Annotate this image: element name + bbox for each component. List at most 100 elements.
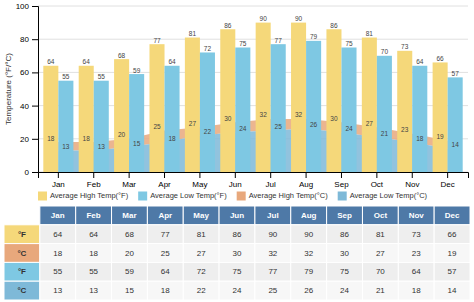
y-tick-mark <box>32 172 38 173</box>
bar <box>94 81 109 172</box>
data-label: 77 <box>275 37 283 44</box>
table-cell <box>76 262 112 281</box>
x-tick-mark <box>58 172 59 178</box>
data-label: 57 <box>452 70 460 77</box>
bar <box>362 38 377 172</box>
data-label: 24 <box>239 125 247 132</box>
data-label: 27 <box>366 120 374 127</box>
x-axis-line <box>39 173 469 179</box>
legend-label: Average High Temp(°F) <box>50 191 129 200</box>
table-row-label-cell <box>4 225 40 244</box>
legend-label: Average Low Temp(°C) <box>350 191 428 200</box>
table-row-label: °C <box>17 249 26 258</box>
table-value: 27 <box>376 249 385 258</box>
data-label: 30 <box>330 115 338 122</box>
table-header-label: Dec <box>445 211 460 220</box>
legend-swatch <box>138 192 147 201</box>
table-header-cell <box>40 206 76 225</box>
table-value: 68 <box>125 230 134 239</box>
table-cell <box>183 244 219 263</box>
x-tick: Jan <box>52 172 65 189</box>
data-label: 72 <box>204 45 212 52</box>
x-tick-label: Jul <box>266 180 276 189</box>
table-header-label: Jan <box>51 211 65 220</box>
x-tick-label: May <box>192 180 207 189</box>
x-tick-mark <box>93 172 94 178</box>
table-cell <box>40 225 76 244</box>
table-value: 32 <box>304 249 313 258</box>
bar <box>114 59 129 172</box>
bar <box>448 77 463 172</box>
y-axis: 020406080100 <box>16 2 39 177</box>
y-tick-label: 20 <box>20 135 29 144</box>
table-value: 18 <box>161 286 170 295</box>
table-cell <box>398 225 434 244</box>
table-value: 64 <box>412 267 421 276</box>
table-cell <box>255 244 291 263</box>
x-tick-mark <box>129 172 130 178</box>
table-cell <box>327 225 363 244</box>
bar <box>306 41 321 172</box>
table-cell <box>183 262 219 281</box>
data-label: 90 <box>260 15 268 22</box>
y-tick: 20 <box>20 135 38 144</box>
data-label: 79 <box>310 33 318 40</box>
data-label: 73 <box>401 43 409 50</box>
table-value: 86 <box>233 230 242 239</box>
data-label: 64 <box>47 58 55 65</box>
table-value: 20 <box>125 249 134 258</box>
table-value: 90 <box>268 230 277 239</box>
table-cell <box>40 244 76 263</box>
table-cell <box>147 225 183 244</box>
x-tick: Aug <box>299 172 313 189</box>
x-tick-mark <box>412 172 413 178</box>
data-label: 19 <box>437 133 445 140</box>
table-header-label: Nov <box>409 211 425 220</box>
table-value: 30 <box>340 249 349 258</box>
y-tick-label: 60 <box>20 68 29 77</box>
table-value: 15 <box>125 286 134 295</box>
table-value: 64 <box>161 267 170 276</box>
table-cell <box>112 225 148 244</box>
table-value: 75 <box>340 267 349 276</box>
table-cell <box>40 262 76 281</box>
table-header-cell <box>362 206 398 225</box>
table-value: 18 <box>412 286 421 295</box>
legend-swatch <box>338 192 347 201</box>
bar <box>149 44 164 172</box>
table-cell <box>112 262 148 281</box>
data-label: 27 <box>189 120 197 127</box>
table-cell <box>398 281 434 300</box>
data-label: 30 <box>224 115 232 122</box>
x-axis: JanFebMarAprMayJunJulAugSepOctNovDec <box>39 172 469 189</box>
table-row-label: °F <box>18 230 26 239</box>
table-value: 72 <box>197 267 206 276</box>
x-tick-label: Oct <box>371 180 384 189</box>
table-row-label-cell <box>4 262 40 281</box>
table-cell <box>219 262 255 281</box>
table-value: 27 <box>197 249 206 258</box>
table-header-label: Feb <box>86 211 100 220</box>
table-header-cell <box>291 206 327 225</box>
table-value: 22 <box>197 286 206 295</box>
data-label: 32 <box>260 111 268 118</box>
table-header-label: Mar <box>122 211 136 220</box>
y-tick: 80 <box>20 35 38 44</box>
legend-label: Average High Temp(°C) <box>249 191 329 200</box>
table-header-cell <box>327 206 363 225</box>
table-value: 81 <box>376 230 385 239</box>
table-cell <box>398 262 434 281</box>
bar <box>235 48 250 173</box>
table-cell <box>219 281 255 300</box>
table-cell <box>434 262 470 281</box>
table-header-cell <box>183 206 219 225</box>
data-label: 64 <box>168 58 176 65</box>
chart: 020406080100JanFebMarAprMayJunJulAugSepO… <box>0 0 474 302</box>
table-header-label: Sep <box>337 211 352 220</box>
x-tick: Mar <box>122 172 136 189</box>
data-label: 15 <box>133 140 141 147</box>
y-axis-line <box>32 7 39 173</box>
table-cell <box>327 244 363 263</box>
x-tick-label: Sep <box>334 180 349 189</box>
y-tick-label: 0 <box>25 168 30 177</box>
